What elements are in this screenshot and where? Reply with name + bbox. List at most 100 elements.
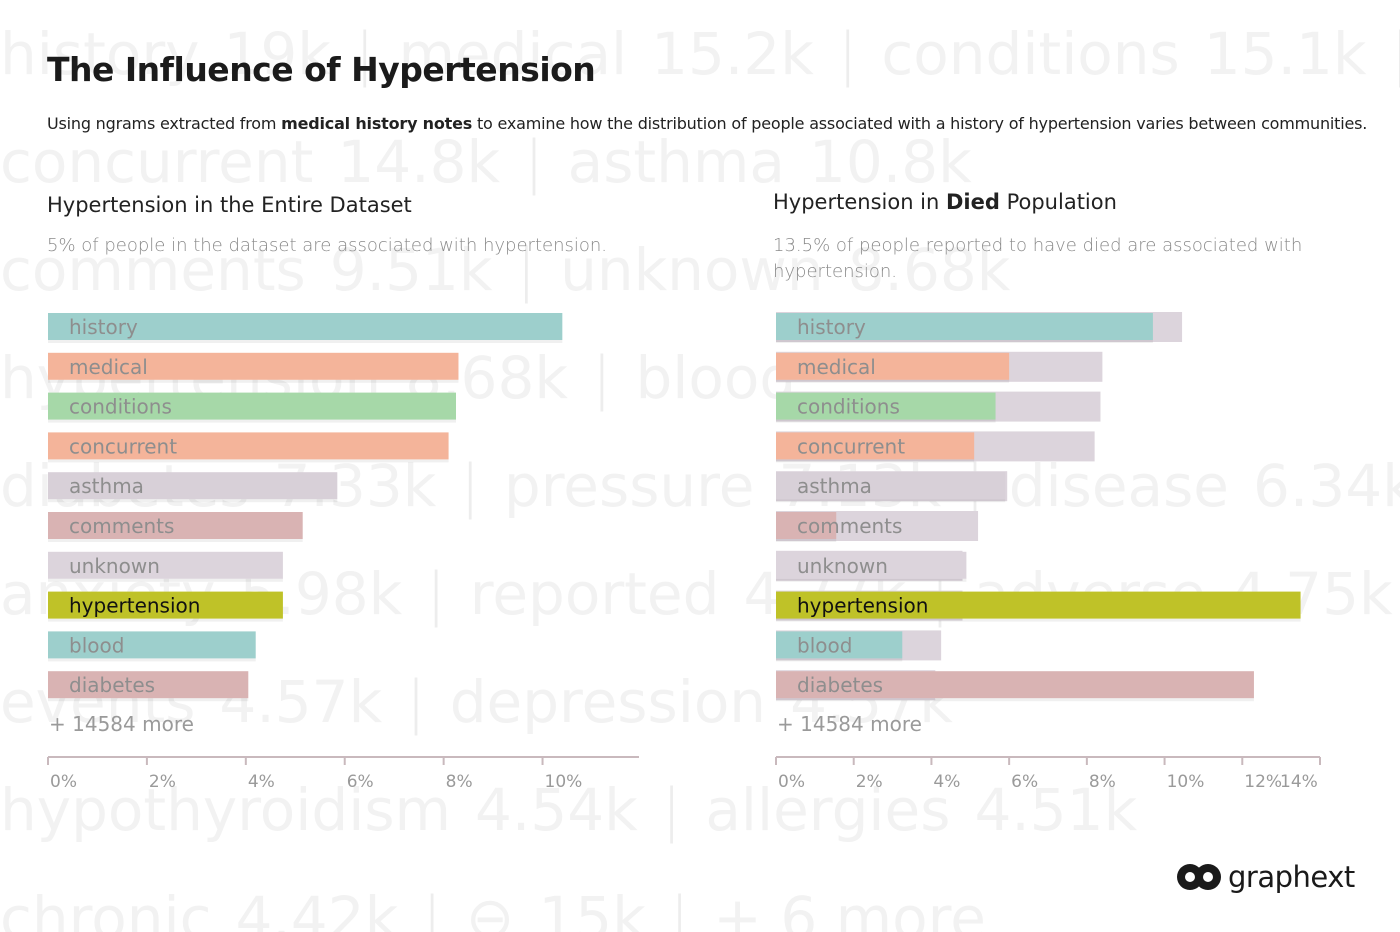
bar-row-medical: medical: [776, 351, 1103, 383]
bar-asthma: [776, 472, 1006, 500]
background-word: |: [661, 776, 682, 844]
background-word: reported: [469, 560, 720, 628]
bar-concurrent: [776, 432, 975, 460]
x-tick-label: 12%: [1244, 772, 1282, 792]
bar-history: [776, 313, 1153, 340]
background-word: |: [406, 668, 426, 736]
bar-shadow-conditions: [48, 419, 456, 423]
bar-row-conditions: conditions: [48, 392, 456, 423]
bar-label-diabetes: diabetes: [797, 673, 883, 697]
left-chart-title: Hypertension in the Entire Dataset: [47, 193, 412, 217]
bar-row-diabetes: diabetes: [776, 670, 1254, 702]
bar-row-unknown: unknown: [776, 550, 967, 582]
bar-label-medical: medical: [797, 355, 876, 379]
bar-label-conditions: conditions: [797, 395, 900, 419]
background-word: |: [426, 560, 446, 628]
bar-comments: [776, 512, 837, 539]
background-word: chronic: [0, 884, 212, 932]
background-word: 6.34k: [1253, 452, 1400, 520]
bar-label-medical: medical: [69, 355, 148, 379]
background-word-row: chronic 4.42k | ⊖ 15k | + 6 more: [0, 884, 1010, 932]
bar-label-hypertension: hypertension: [797, 594, 928, 618]
bar-shadow-hypertension: [48, 618, 283, 622]
bar-row-history: history: [48, 313, 563, 343]
bar-shadow-unknown: [48, 578, 283, 582]
bar-medical: [48, 352, 459, 380]
right-chart-description: 13.5% of people reported to have died ar…: [773, 235, 1303, 282]
background-word: allergies: [705, 776, 951, 844]
bar-diabetes: [48, 671, 249, 699]
right-chart-title-post: Population: [999, 190, 1117, 214]
background-word: |: [516, 236, 537, 304]
bar-shadow-asthma: [776, 499, 1006, 503]
bar-shadow-history: [776, 340, 1153, 343]
bar-row-blood: blood: [776, 630, 942, 662]
bar-row-history: history: [776, 312, 1183, 343]
background-word: 10.8k: [808, 128, 972, 196]
bar-shadow-history: [48, 340, 563, 343]
background-word: 14.8k: [337, 128, 501, 196]
bar-row-unknown: unknown: [48, 551, 283, 582]
bar-label-unknown: unknown: [797, 554, 888, 578]
background-word: depression: [449, 668, 767, 736]
bar-row-asthma: asthma: [776, 471, 1008, 503]
background-word: 8.68k: [847, 236, 1011, 304]
bar-row-hypertension: hypertension: [48, 591, 283, 622]
bar-shadow-medical: [48, 379, 459, 383]
bar-hypertension: [48, 591, 283, 619]
bar-label-comments: comments: [797, 514, 902, 538]
bar-row-concurrent: concurrent: [776, 431, 1095, 463]
graphext-logo: graphext: [1176, 860, 1355, 894]
background-word: medical: [398, 20, 628, 88]
x-tick-label: 4%: [248, 772, 275, 792]
bar-shadow-blood: [776, 658, 903, 662]
subtitle-pre: Using ngrams extracted from: [47, 114, 282, 133]
x-tick-label: 14%: [1280, 772, 1318, 792]
subtitle-bold: medical history notes: [281, 114, 473, 133]
bar-shadow-unknown: [776, 578, 967, 582]
bar-conditions: [776, 392, 996, 420]
background-word-row: concurrent 14.8k | asthma 10.8k: [0, 128, 996, 196]
background-word: history: [0, 20, 200, 88]
bar-medical: [776, 352, 1010, 380]
bar-unknown: [776, 551, 967, 579]
x-tick-label: 6%: [347, 772, 374, 792]
background-word: 4.42k: [235, 884, 399, 932]
background-word: |: [524, 128, 544, 196]
background-word: blood: [635, 344, 797, 412]
bar-label-diabetes: diabetes: [69, 673, 155, 697]
bar-conditions: [48, 392, 456, 420]
x-tick-label: 2%: [149, 772, 176, 792]
background-word: + 6 more: [713, 884, 986, 932]
background-word: 4.54k: [475, 776, 638, 844]
background-word: ⊖: [465, 884, 515, 932]
bar-row-conditions: conditions: [776, 391, 1101, 423]
x-tick-label: 0%: [778, 772, 805, 792]
bar-blood: [48, 631, 256, 659]
x-tick-label: 10%: [1167, 772, 1205, 792]
bar-row-blood: blood: [48, 631, 256, 662]
background-word: pressure: [503, 452, 755, 520]
background-word-row: history 19k | medical 15.2k | conditions 15.1k |: [0, 20, 1400, 88]
bar-blood: [776, 631, 903, 659]
bar-label-concurrent: concurrent: [797, 434, 905, 458]
right-bar-chart: history medical conditions concurrent asthma…: [775, 312, 1321, 792]
background-word: comments: [0, 236, 306, 304]
background-word: conditions: [881, 20, 1180, 88]
subtitle-post: to examine how the distribution of peopl…: [472, 114, 1368, 133]
x-tick-label: 10%: [545, 772, 583, 792]
bar-shadow-blood: [48, 658, 256, 662]
bar-shadow-comments: [776, 539, 837, 542]
bar-label-blood: blood: [797, 633, 852, 657]
x-tick-label: 4%: [933, 772, 960, 792]
background-word: 9.51k: [329, 236, 493, 304]
bar-shadow-comments: [48, 539, 303, 542]
background-word: |: [422, 884, 442, 932]
background-word: concurrent: [0, 128, 314, 196]
background-word-row: comments 9.51k | unknown 8.68k: [0, 236, 1034, 304]
bar-shadow-hypertension: [776, 618, 1301, 622]
bar-shadow-diabetes: [48, 698, 249, 702]
bar-shadow-medical: [776, 379, 1010, 383]
bar-shadow-asthma: [48, 499, 338, 503]
bar-label-unknown: unknown: [69, 554, 160, 578]
